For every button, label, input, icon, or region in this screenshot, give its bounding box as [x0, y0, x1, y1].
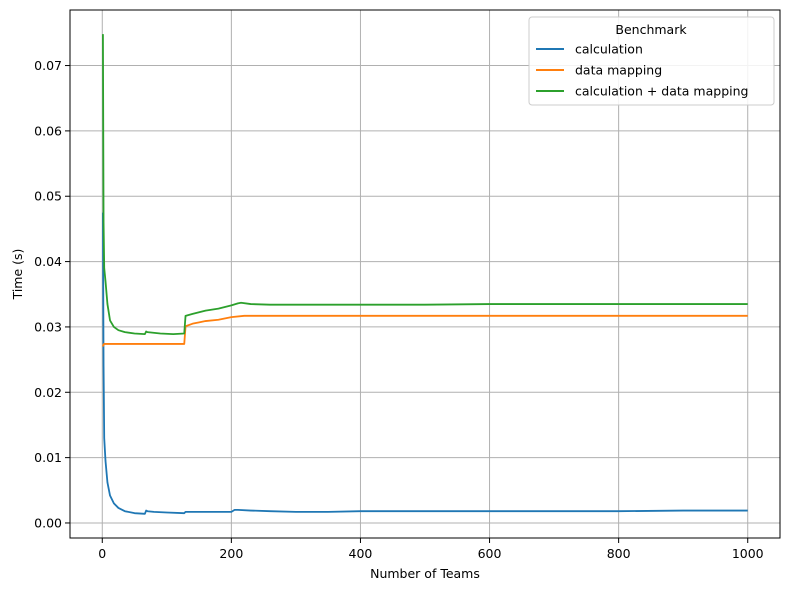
y-tick-label: 0.03: [34, 319, 62, 334]
grid-lines: [70, 10, 780, 538]
series-layer: [102, 34, 748, 515]
legend-entry-label: calculation: [575, 42, 643, 57]
y-tick-label: 0.07: [34, 58, 62, 73]
series-line-3: [102, 34, 748, 336]
y-tick-label: 0.01: [34, 450, 62, 465]
plot-frame: [69, 9, 781, 539]
x-tick-label: 1000: [732, 546, 764, 561]
y-tick-label: 0.00: [34, 515, 62, 530]
y-tick-label: 0.02: [34, 385, 62, 400]
legend-entry-label: data mapping: [575, 63, 662, 78]
series-line-1: [102, 212, 748, 515]
x-tick-label: 200: [219, 546, 243, 561]
legend-box: [528, 16, 775, 106]
legend-title: Benchmark: [615, 22, 687, 37]
x-tick-label: 600: [478, 546, 502, 561]
y-tick-label: 0.05: [34, 189, 62, 204]
series-line-2: [102, 314, 748, 347]
x-axis-label: Number of Teams: [370, 566, 480, 581]
axis-ticks: 0 200 400 600 800 1000 0.00 0.01 0.02 0.03 0.04 0.0…: [34, 58, 764, 561]
legend-entry-label: calculation + data mapping: [575, 84, 748, 99]
x-tick-label: 800: [607, 546, 631, 561]
y-tick-label: 0.04: [34, 254, 62, 269]
y-tick-label: 0.06: [34, 123, 62, 138]
y-axis-label: Time (s): [10, 249, 25, 301]
x-tick-label: 400: [349, 546, 373, 561]
legend: Benchmark calculation data mapping calcula…: [528, 16, 775, 106]
x-tick-label: 0: [98, 546, 106, 561]
